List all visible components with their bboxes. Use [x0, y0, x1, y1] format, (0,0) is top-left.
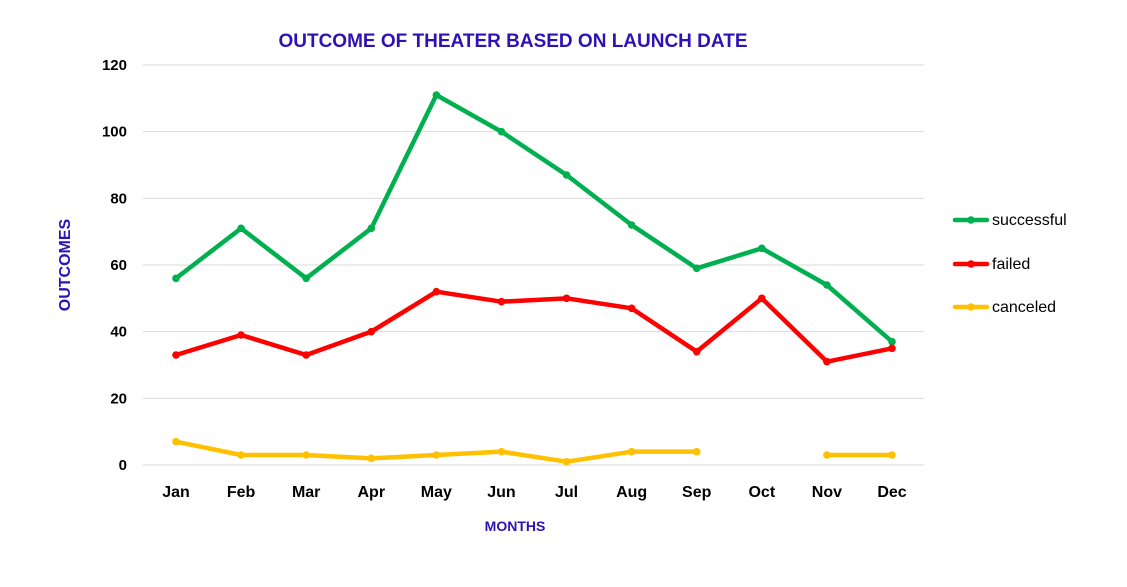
data-point [367, 224, 376, 233]
data-point [562, 294, 571, 303]
legend-label: successful [992, 212, 1067, 229]
data-point [888, 451, 896, 459]
series-canceled [172, 437, 896, 466]
series-line [173, 92, 895, 344]
legend-label: canceled [992, 299, 1056, 316]
series-lines [172, 91, 896, 466]
y-tick-label: 0 [119, 457, 127, 474]
legend-item: failed [952, 256, 1030, 273]
data-point [758, 294, 766, 303]
data-point [627, 447, 636, 456]
legend-item: canceled [952, 299, 1056, 316]
data-point [692, 347, 701, 356]
data-point [237, 331, 245, 339]
legend-marker [967, 216, 975, 224]
x-tick-label: Jun [487, 484, 515, 501]
legend-marker [967, 303, 975, 311]
series-failed [172, 287, 896, 366]
data-point [562, 171, 571, 179]
data-point [823, 451, 831, 459]
data-point [497, 127, 506, 136]
data-point [888, 344, 896, 353]
x-tick-label: Aug [616, 484, 647, 501]
data-point [692, 447, 701, 456]
legend-label: failed [992, 256, 1030, 273]
gridlines [143, 64, 924, 466]
y-tick-label: 20 [110, 390, 127, 407]
data-point [302, 274, 310, 283]
x-tick-label: Jul [555, 484, 578, 501]
x-axis-title: MONTHS [485, 518, 546, 534]
data-point [627, 304, 636, 313]
data-point [172, 437, 180, 446]
y-tick-label: 120 [102, 57, 127, 74]
x-tick-label: Feb [227, 484, 256, 501]
data-point [237, 451, 245, 459]
data-point [432, 287, 441, 296]
legend-marker [967, 260, 975, 268]
data-point [302, 351, 310, 359]
x-tick-labels: Jan Feb Mar Apr May Jun Jul Aug Sep Oct Nov Dec [162, 484, 907, 501]
data-point [627, 221, 636, 229]
x-tick-label: Dec [877, 484, 906, 501]
x-tick-label: Nov [812, 484, 842, 501]
data-point [432, 91, 441, 99]
data-point [888, 337, 896, 346]
data-point [367, 454, 376, 463]
x-tick-label: Oct [748, 484, 775, 501]
series-line [173, 289, 895, 364]
data-point [692, 264, 701, 273]
y-tick-label: 60 [110, 257, 127, 274]
data-point [172, 351, 180, 359]
y-tick-label: 40 [110, 324, 127, 341]
legend: successful failed canceled [952, 212, 1067, 316]
x-tick-label: May [421, 484, 452, 501]
data-point [302, 451, 310, 459]
y-tick-labels: 0 20 40 60 80 100 120 [102, 57, 127, 474]
data-point [823, 357, 831, 366]
data-point [432, 451, 441, 459]
y-axis-title: OUTCOMES [57, 218, 74, 311]
data-point [823, 281, 831, 289]
data-point [172, 274, 180, 283]
data-point [497, 447, 506, 456]
legend-item: successful [952, 212, 1067, 229]
x-tick-label: Mar [292, 484, 320, 501]
y-tick-label: 80 [110, 190, 127, 207]
chart-title: OUTCOME OF THEATER BASED ON LAUNCH DATE [278, 31, 747, 52]
data-point [562, 457, 571, 466]
x-tick-label: Apr [357, 484, 385, 501]
data-point [758, 244, 766, 253]
data-point [497, 297, 506, 306]
x-tick-label: Sep [682, 484, 712, 501]
data-point [367, 327, 376, 336]
y-tick-label: 100 [102, 124, 127, 141]
data-point [237, 224, 245, 233]
x-tick-label: Jan [162, 484, 190, 501]
series-successful [172, 91, 896, 346]
